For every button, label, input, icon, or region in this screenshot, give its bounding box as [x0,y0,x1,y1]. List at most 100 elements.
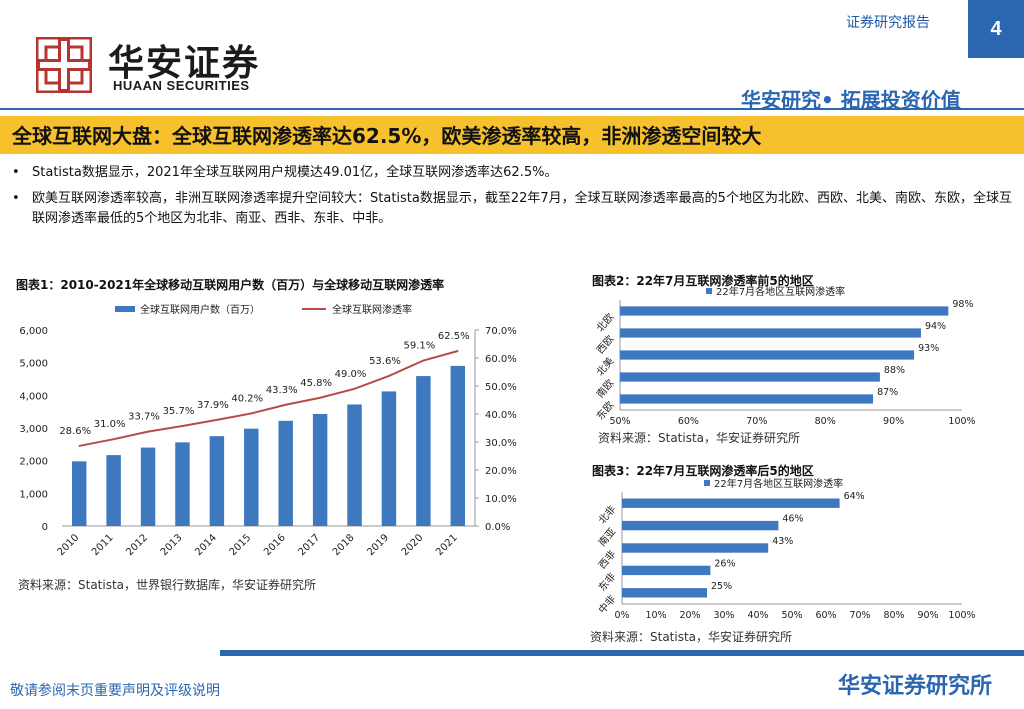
bar [620,306,949,316]
bar [347,404,362,526]
bar-value-label: 88% [884,365,905,376]
line-data-label: 35.7% [163,406,195,417]
bullet-list: • Statista数据显示，2021年全球互联网用户规模达49.01亿，全球互… [12,163,1012,235]
bar [622,543,769,553]
legend-bar-label: 全球互联网用户数（百万） [140,303,260,316]
x-tick-label: 10% [645,610,666,621]
x-tick-label: 2018 [331,532,357,558]
chart3-source: 资料来源：Statista，华安证券研究所 [590,630,793,644]
bullet-marker: • [12,191,20,206]
bar [622,565,711,576]
y-tick-label: 西欧 [594,333,616,356]
bar [140,447,156,526]
bar [450,365,466,526]
left-tick-label: 4,000 [19,391,48,402]
right-tick-label: 50.0% [485,382,517,393]
x-tick-label: 2012 [124,532,150,558]
bar [622,588,707,598]
page-number: 4 [968,0,1024,58]
report-type: 证券研究报告 [846,15,930,31]
footer-disclaimer-link[interactable]: 敬请参阅末页重要声明及评级说明 [10,683,220,699]
bullet-item: • 欧美互联网渗透率较高，非洲互联网渗透率提升空间较大：Statista数据显示… [12,189,1012,229]
bar-value-label: 98% [952,299,973,310]
right-tick-label: 40.0% [485,410,517,421]
line-data-label: 43.3% [266,385,298,396]
bar [620,372,880,382]
chart2-svg: 22年7月各地区互联网渗透率 50% 60% 70% 80% 90% 100% 98% 北欧 94… [593,285,975,427]
logo-icon [35,36,93,94]
page-title: 全球互联网大盘：全球互联网渗透率达62.5%，欧美渗透率较高，非洲渗透空间较大 [12,124,762,148]
line-data-label: 40.2% [231,393,263,404]
x-tick-label: 70% [746,416,767,427]
line-series [79,350,459,447]
bar [620,350,915,360]
right-tick-label: 0.0% [485,522,510,533]
logo-text-en: HUAAN SECURITIES [113,78,250,93]
x-tick-label: 60% [815,610,836,621]
line-data-label: 62.5% [438,331,470,342]
bar-value-label: 26% [714,558,735,569]
right-tick-label: 20.0% [485,466,517,477]
x-tick-label: 2011 [90,532,116,558]
x-tick-label: 2010 [56,532,82,558]
chart3-svg: 22年7月各地区互联网渗透率 0% 10% 20% 30% 40% 50% 60% 70% 80%… [595,477,975,621]
chart1-svg: 全球互联网用户数（百万） 全球互联网渗透率 0 1,000 2,000 3,000 4,00… [19,303,517,558]
x-tick-label: 60% [678,416,699,427]
line-point [181,425,184,427]
bar-value-label: 94% [925,321,946,332]
legend-swatch [706,288,712,294]
legend-label: 22年7月各地区互联网渗透率 [714,477,843,490]
x-tick-label: 2013 [159,532,185,558]
x-tick-label: 80% [883,610,904,621]
line-point [216,419,218,421]
line-data-label: 28.6% [59,426,91,437]
y-tick-label: 南亚 [595,525,618,549]
line-point [422,359,425,362]
bullet-item: • Statista数据显示，2021年全球互联网用户规模达49.01亿，全球互… [12,163,1012,183]
bullet-marker: • [12,165,20,180]
bar [620,328,921,338]
bar [244,428,259,526]
x-tick-label: 40% [747,610,768,621]
left-tick-label: 0 [42,522,48,533]
header-divider [0,108,1024,110]
x-tick-label: 100% [948,610,975,621]
bar-value-label: 25% [711,581,732,592]
line-point [147,430,149,433]
x-tick-label: 50% [609,416,630,427]
chart1-caption: 图表1：2010-2021年全球移动互联网用户数（百万）与全球移动互联网渗透率 [16,278,445,292]
line-point [250,412,253,415]
x-tick-label: 2021 [434,532,460,558]
right-tick-label: 30.0% [485,438,517,449]
left-tick-label: 3,000 [19,424,48,435]
x-tick-label: 2015 [228,532,254,558]
line-data-label: 59.1% [403,341,435,352]
bar-value-label: 46% [782,514,803,525]
line-data-label: 33.7% [128,412,160,423]
bullet-text: Statista数据显示，2021年全球互联网用户规模达49.01亿，全球互联网… [32,165,558,180]
x-tick-label: 80% [815,416,836,427]
chart1-source: 资料来源：Statista，世界银行数据库，华安证券研究所 [18,578,317,592]
left-tick-label: 6,000 [19,326,48,337]
right-tick-label: 10.0% [485,494,517,505]
bullet-text: 欧美互联网渗透率较高，非洲互联网渗透率提升空间较大：Statista数据显示，截… [32,191,1012,226]
bar-value-label: 43% [772,536,793,547]
x-tick-label: 90% [883,416,904,427]
x-tick-label: 20% [679,610,700,621]
y-tick-label: 南欧 [593,377,616,401]
line-point [319,396,321,399]
bar [71,461,87,526]
y-tick-label: 东非 [595,570,618,594]
x-tick-label: 2017 [296,532,322,558]
x-tick-label: 2019 [365,532,391,558]
x-tick-label: 30% [713,610,734,621]
line-data-label: 45.8% [300,378,332,389]
line-data-label: 31.0% [94,419,126,430]
title-bar [0,116,1024,154]
bar [106,455,121,526]
y-tick-label: 北美 [593,355,616,379]
x-tick-label: 2020 [400,532,426,558]
bar-value-label: 64% [844,491,865,502]
legend-line-label: 全球互联网渗透率 [332,303,412,316]
x-tick-label: 100% [948,416,975,427]
